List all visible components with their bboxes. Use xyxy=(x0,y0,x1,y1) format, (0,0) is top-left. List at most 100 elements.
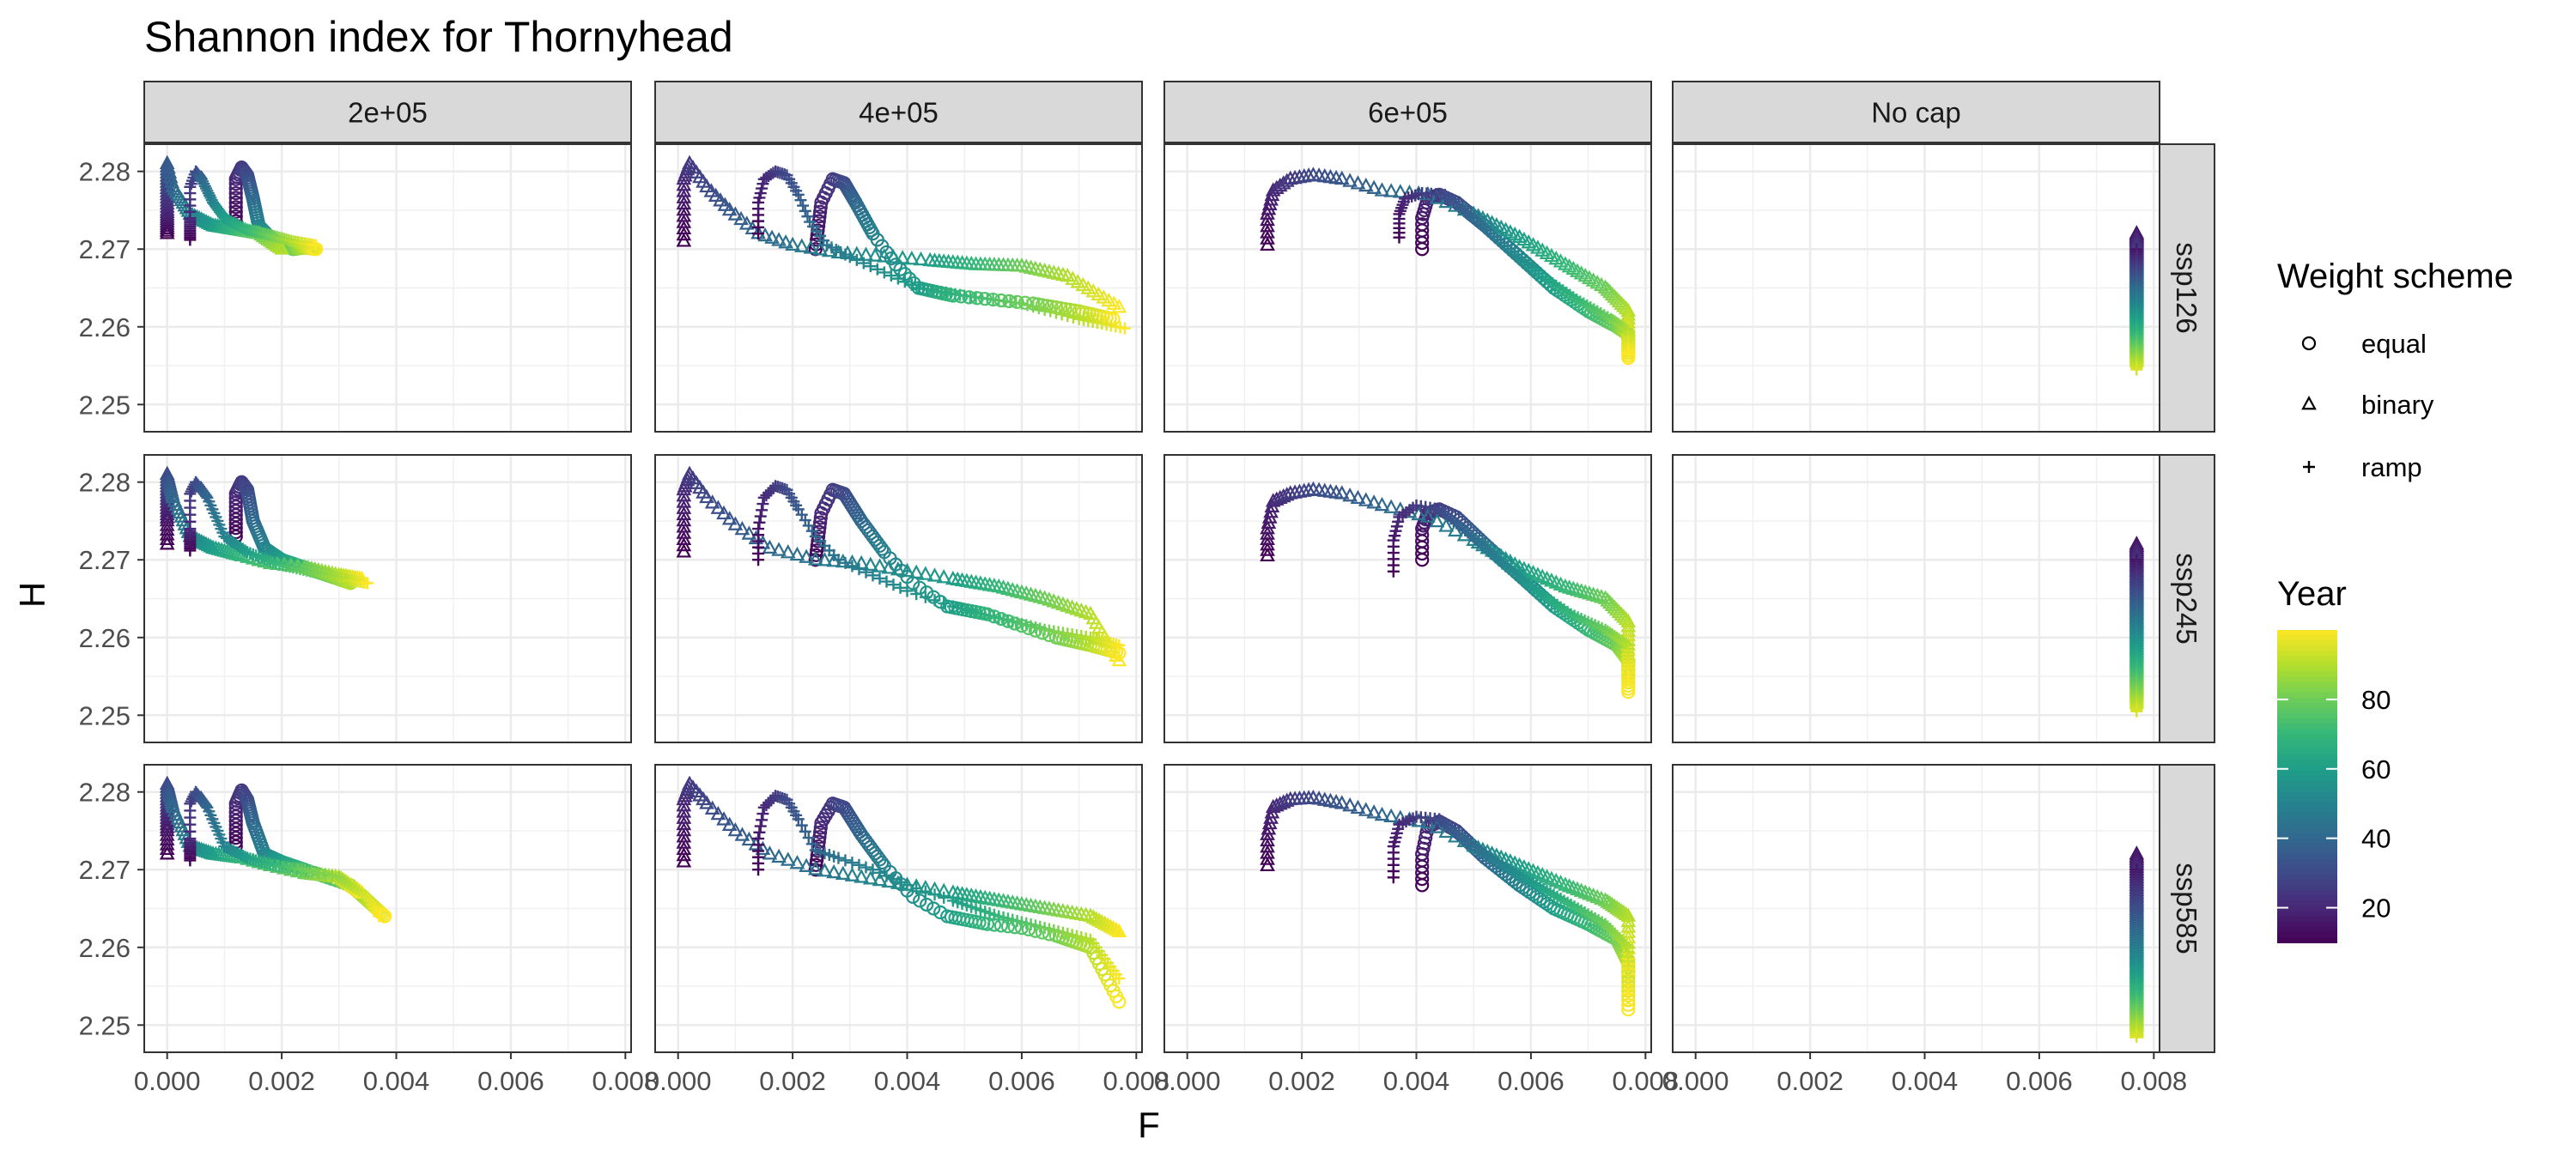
data-point-binary xyxy=(1558,876,1573,891)
data-point-binary xyxy=(755,840,771,856)
legend-shape-title: Weight scheme xyxy=(2277,257,2513,295)
data-point-binary xyxy=(936,569,952,584)
colorbar-segment xyxy=(2277,926,2337,933)
colorbar-segment xyxy=(2277,843,2337,850)
colorbar-segment xyxy=(2277,916,2337,923)
data-point-binary xyxy=(844,867,860,881)
colorbar-segment xyxy=(2277,739,2337,746)
colorbar-segment xyxy=(2277,900,2337,907)
panel-border xyxy=(654,143,1143,433)
data-point-ramp xyxy=(239,851,252,863)
data-point-binary xyxy=(1558,578,1573,593)
data-point-ramp xyxy=(843,251,856,263)
data-point-binary xyxy=(741,525,757,540)
data-point-binary xyxy=(885,249,902,263)
data-point-binary xyxy=(1594,589,1609,603)
colorbar-segment xyxy=(2277,921,2337,928)
data-point-binary xyxy=(1589,587,1606,603)
data-point-ramp xyxy=(928,594,941,607)
data-point-ramp xyxy=(860,861,872,874)
data-point-binary xyxy=(1565,879,1582,894)
panel-border xyxy=(1672,764,2160,1053)
data-point-binary xyxy=(918,566,933,580)
y-tick-label: 2.25 xyxy=(79,390,131,420)
colorbar-segment xyxy=(2277,744,2337,751)
colorbar-segment xyxy=(2277,671,2337,678)
data-point-equal xyxy=(228,801,243,815)
data-point-equal xyxy=(1112,995,1127,1009)
data-point-binary xyxy=(721,511,738,525)
data-point-binary xyxy=(872,558,888,572)
panel-border xyxy=(143,764,632,1053)
data-point-binary xyxy=(1392,184,1408,198)
data-point-binary xyxy=(862,870,878,885)
y-tick-label: 2.25 xyxy=(79,1010,131,1040)
data-point-binary xyxy=(1091,912,1107,927)
colorbar-segment xyxy=(2277,729,2337,736)
data-point-binary xyxy=(762,845,778,860)
facet-col-strip xyxy=(143,81,632,143)
data-point-binary xyxy=(1589,888,1606,904)
data-point-ramp xyxy=(887,578,900,591)
data-point-binary xyxy=(1088,911,1104,925)
facet-row-strip xyxy=(2159,764,2215,1053)
data-point-binary xyxy=(699,488,714,504)
data-point-binary xyxy=(1083,907,1098,922)
x-tick-label: 0.000 xyxy=(645,1066,712,1096)
x-tick-label: 0.000 xyxy=(1154,1066,1221,1096)
panel-border xyxy=(1672,454,2160,743)
data-point-ramp xyxy=(754,510,767,523)
x-tick-label: 0.008 xyxy=(2121,1066,2188,1096)
data-point-binary xyxy=(1097,915,1113,930)
data-point-binary xyxy=(1109,921,1124,936)
data-point-ramp xyxy=(846,560,859,572)
colorbar-segment xyxy=(2277,780,2337,787)
data-point-binary xyxy=(1366,494,1382,509)
data-point-ramp xyxy=(839,854,852,867)
data-point-binary xyxy=(734,520,750,536)
legend-color-title: Year xyxy=(2277,575,2347,613)
data-point-ramp xyxy=(799,204,811,217)
colorbar-segment xyxy=(2277,661,2337,668)
data-point-equal xyxy=(993,918,1009,933)
colorbar-segment xyxy=(2277,713,2337,720)
data-point-binary xyxy=(161,164,178,179)
data-point-binary xyxy=(899,562,915,578)
data-point-ramp xyxy=(2130,705,2143,718)
data-point-ramp xyxy=(200,489,213,502)
x-tick-label: 0.004 xyxy=(874,1066,941,1096)
data-point-binary xyxy=(1561,878,1577,893)
data-point-equal xyxy=(228,495,243,510)
data-point-binary xyxy=(895,250,911,264)
data-point-binary xyxy=(789,854,805,869)
data-point-equal xyxy=(1035,298,1050,312)
data-point-ramp xyxy=(1622,674,1635,687)
facet-col-strip xyxy=(1672,81,2160,143)
data-point-ramp xyxy=(898,276,911,288)
data-point-equal xyxy=(927,901,941,916)
colorbar-segment xyxy=(2277,724,2337,730)
colorbar-tick-label: 20 xyxy=(2361,893,2391,924)
data-point-equal xyxy=(875,855,890,870)
colorbar-segment xyxy=(2277,765,2337,772)
data-point-ramp xyxy=(799,825,811,838)
data-point-ramp xyxy=(1619,939,1632,952)
data-point-ramp xyxy=(312,866,325,879)
data-point-ramp xyxy=(1044,305,1057,318)
data-point-equal xyxy=(813,825,828,839)
data-point-ramp xyxy=(325,869,338,882)
colorbar-segment xyxy=(2277,817,2337,824)
data-point-ramp xyxy=(319,868,331,881)
data-point-binary xyxy=(738,215,755,230)
data-point-ramp xyxy=(1061,310,1074,323)
data-point-ramp xyxy=(756,808,769,821)
data-point-binary xyxy=(1358,492,1374,506)
panel-border xyxy=(143,454,632,743)
data-point-ramp xyxy=(801,210,814,223)
data-point-binary xyxy=(817,863,833,877)
data-point-binary xyxy=(1585,887,1601,902)
data-point-ramp xyxy=(1622,348,1635,360)
data-point-binary xyxy=(1358,177,1374,192)
data-point-binary xyxy=(903,250,920,265)
